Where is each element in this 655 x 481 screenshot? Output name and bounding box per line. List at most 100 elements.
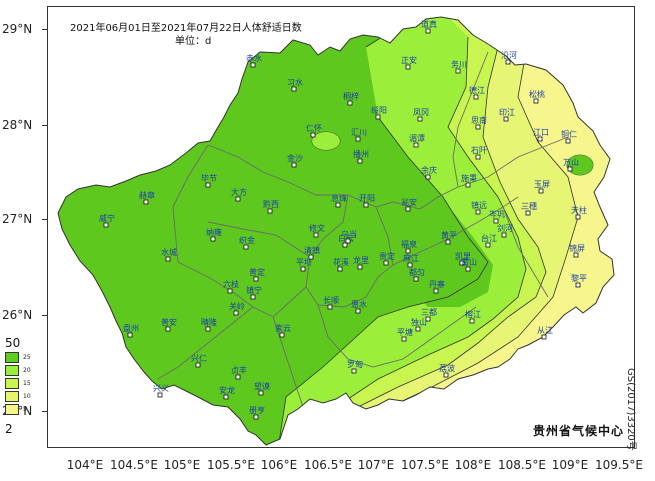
- city-61: 长顺: [323, 295, 339, 310]
- legend-label-5: 5: [23, 406, 27, 413]
- city-label: 盘州: [123, 323, 139, 333]
- city-marker-icon: [407, 262, 413, 268]
- city-marker-icon: [337, 266, 343, 272]
- legend-label-10: 10: [23, 393, 31, 400]
- city-marker-icon: [503, 116, 509, 122]
- city-marker-icon: [383, 260, 389, 266]
- city-marker-icon: [375, 114, 381, 120]
- city-label: 雷山: [461, 257, 477, 267]
- city-label: 修文: [309, 223, 325, 233]
- lon-label-108: 108°E: [454, 458, 492, 472]
- city-marker-icon: [525, 210, 531, 216]
- city-74: 贞丰: [231, 365, 247, 380]
- city-label: 剑河: [497, 223, 513, 233]
- city-70: 独山: [411, 317, 427, 332]
- city-80: 安龙: [219, 385, 235, 400]
- city-label: 正安: [401, 55, 417, 65]
- city-marker-icon: [475, 209, 481, 215]
- city-marker-icon: [205, 182, 211, 188]
- city-51: 普定: [249, 267, 265, 282]
- city-label: 大方: [231, 187, 247, 197]
- city-11: 松桃: [529, 89, 545, 104]
- city-25: 黔西: [263, 199, 279, 214]
- city-label: 安龙: [219, 385, 235, 395]
- city-label: 沿河: [501, 50, 517, 60]
- legend-label-20: 20: [23, 367, 31, 374]
- city-marker-icon: [235, 196, 241, 202]
- city-label: 黎平: [571, 273, 587, 283]
- city-23: 毕节: [201, 173, 217, 188]
- city-marker-icon: [258, 390, 264, 396]
- lon-label-106-5: 106.5°E: [304, 458, 352, 472]
- city-label: 福泉: [401, 239, 417, 249]
- city-marker-icon: [455, 68, 461, 74]
- city-label: 晴隆: [201, 317, 217, 327]
- city-marker-icon: [313, 232, 319, 238]
- city-53: 花溪: [333, 257, 349, 272]
- city-75: 望谟: [254, 381, 270, 396]
- city-marker-icon: [425, 316, 431, 322]
- city-34: 威宁: [99, 213, 115, 228]
- city-marker-icon: [501, 232, 507, 238]
- city-marker-icon: [253, 414, 259, 420]
- legend-swatch-20: [5, 365, 19, 376]
- city-39: 纳雍: [206, 227, 222, 242]
- city-35: 修文: [309, 223, 325, 238]
- isoline-island-renhuai: [312, 132, 340, 150]
- city-label: 德江: [469, 85, 485, 95]
- city-label: 汇川: [351, 128, 367, 137]
- city-label: 赫章: [139, 190, 155, 200]
- city-12: 仁怀: [306, 123, 322, 138]
- city-marker-icon: [459, 260, 465, 266]
- city-marker-icon: [235, 374, 241, 380]
- city-label: 金沙: [287, 153, 303, 163]
- city-label: 乌当: [341, 229, 357, 239]
- lon-label-106: 106°E: [260, 458, 298, 472]
- city-7: 绥阳: [371, 105, 387, 120]
- city-label: 普定: [249, 267, 265, 277]
- city-54: 龙里: [353, 255, 369, 270]
- city-38: 织金: [239, 235, 255, 250]
- city-marker-icon: [243, 244, 249, 250]
- city-55: 贵定: [379, 251, 395, 266]
- legend-swatch-15: [5, 378, 19, 389]
- city-69: 紫云: [275, 324, 291, 338]
- zone-high-tongue: [413, 212, 493, 307]
- city-marker-icon: [493, 218, 499, 224]
- city-label: 织金: [239, 235, 255, 245]
- city-label: 麻江: [403, 253, 419, 263]
- city-marker-icon: [308, 254, 314, 260]
- city-label: 兴仁: [191, 353, 207, 363]
- lon-label-109: 109°E: [551, 458, 589, 472]
- organization-label: 贵州省气候中心: [532, 424, 624, 438]
- city-label: 施秉: [461, 173, 477, 183]
- city-label: 白云: [338, 233, 354, 243]
- city-marker-icon: [205, 326, 211, 332]
- city-43: 福泉: [401, 239, 417, 254]
- city-marker-icon: [469, 318, 475, 324]
- city-label: 万山: [563, 157, 579, 167]
- city-31: 三穗: [521, 201, 537, 216]
- city-label: 镇远: [471, 200, 487, 210]
- city-label: 台江: [481, 233, 497, 243]
- city-label: 铜仁: [561, 129, 577, 139]
- city-label: 望谟: [254, 381, 270, 391]
- lon-label-107-5: 107.5°E: [401, 458, 449, 472]
- city-marker-icon: [433, 288, 439, 294]
- city-78: 荔波: [439, 363, 455, 378]
- city-36: 岑巩: [489, 209, 505, 224]
- city-76: 罗甸: [347, 359, 363, 374]
- city-15: 思南: [471, 115, 487, 130]
- city-62: 惠水: [351, 299, 367, 314]
- lat-label-28: 28°N: [2, 118, 33, 132]
- city-67: 普安: [161, 317, 177, 332]
- lon-label-104: 104°E: [66, 458, 104, 472]
- city-65: 榕江: [465, 309, 481, 324]
- lon-label-109-5: 109.5°E: [595, 458, 643, 472]
- city-marker-icon: [357, 264, 363, 270]
- city-marker-icon: [505, 59, 511, 65]
- city-48: 锦屏: [569, 243, 585, 258]
- city-1: 赤水: [246, 53, 262, 68]
- city-label: 桐梓: [343, 91, 359, 101]
- city-64: 丹寨: [429, 279, 445, 294]
